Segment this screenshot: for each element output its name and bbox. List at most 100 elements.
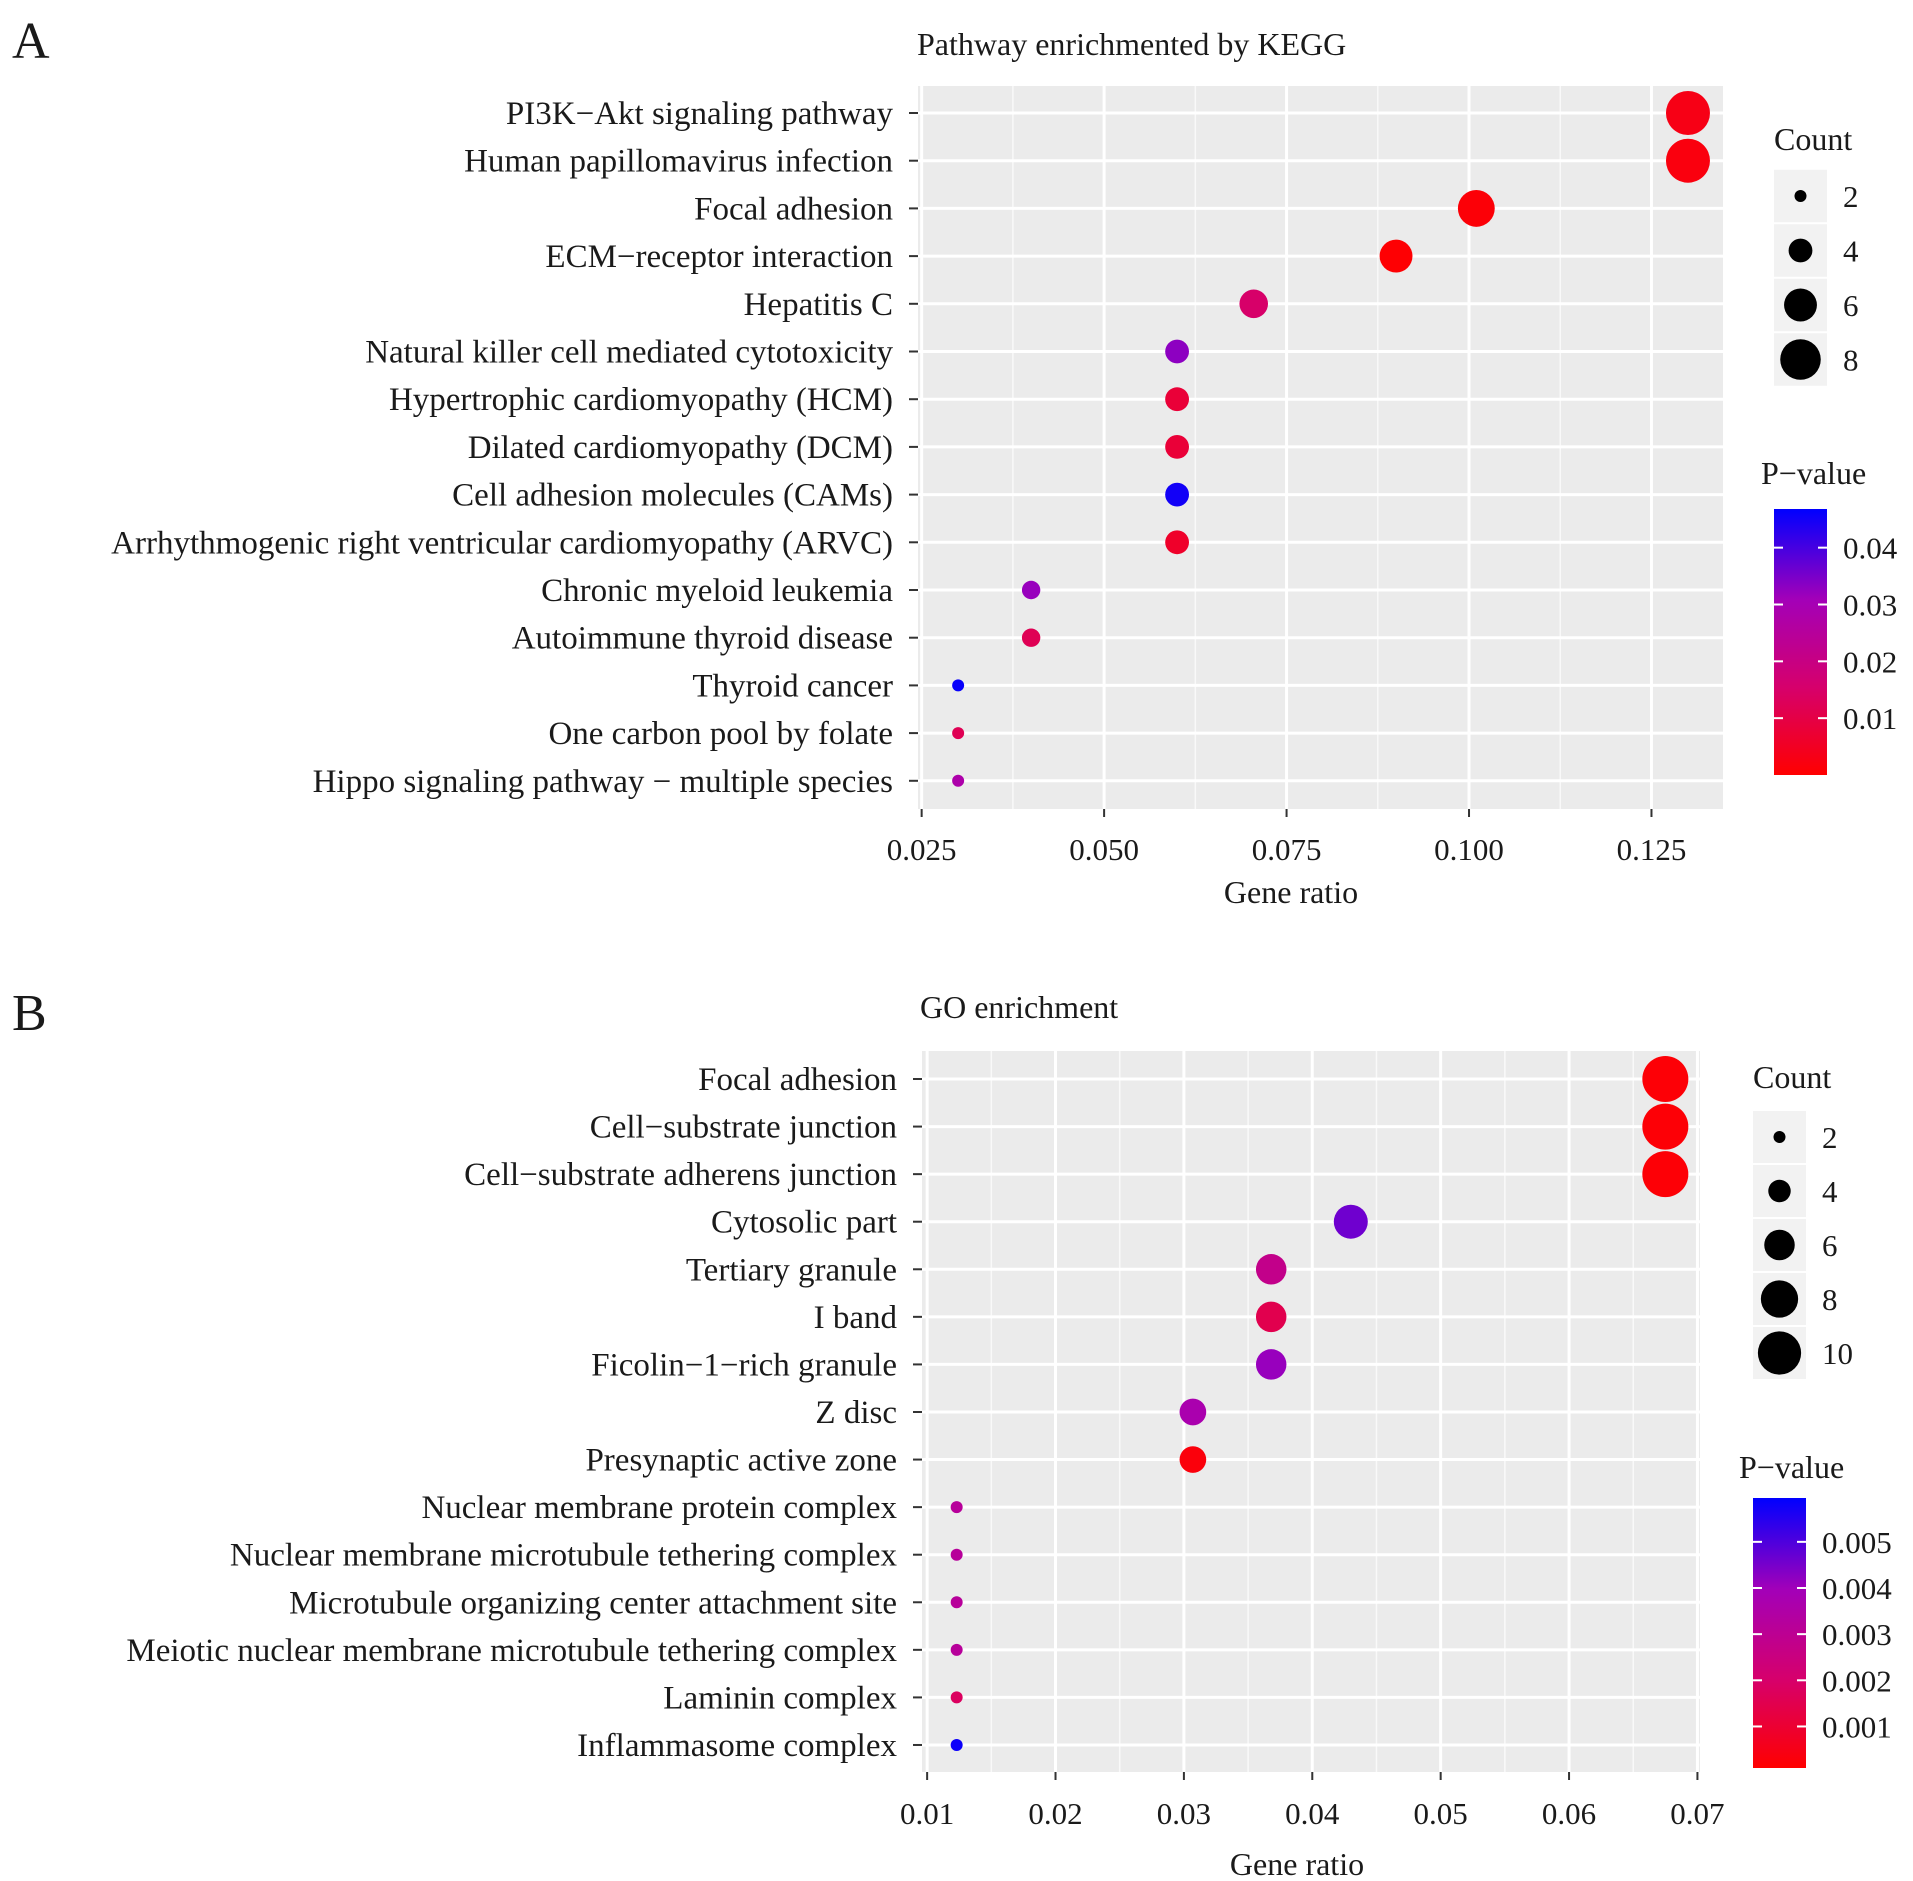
count-legend-label: 2 <box>1822 1120 1838 1155</box>
y-tick-label: Human papillomavirus infection <box>464 144 893 180</box>
x-tick-label: 0.100 <box>1434 832 1504 867</box>
pvalue-legend: P−value 0.04 0.03 0.02 0.01 <box>1761 455 1898 775</box>
count-legend-dot <box>1794 190 1807 202</box>
y-tick-label: I band <box>814 1300 898 1336</box>
pvalue-legend-title: P−value <box>1739 1449 1844 1485</box>
data-point <box>950 1596 963 1609</box>
data-point <box>1665 138 1710 183</box>
x-axis-label: Gene ratio <box>1230 1846 1364 1881</box>
data-point <box>950 1501 963 1514</box>
data-point <box>1165 530 1189 555</box>
pvalue-legend-label: 0.02 <box>1843 644 1897 679</box>
pvalue-legend-label: 0.001 <box>1822 1709 1892 1744</box>
x-tick-label: 0.06 <box>1542 1796 1596 1831</box>
pvalue-legend-label: 0.03 <box>1843 587 1897 622</box>
count-legend-label: 4 <box>1843 234 1859 269</box>
count-legend-dot <box>1760 1280 1799 1318</box>
y-tick-label: Thyroid cancer <box>692 668 893 704</box>
pvalue-legend-label: 0.003 <box>1822 1617 1892 1652</box>
count-legend-label: 6 <box>1822 1228 1838 1263</box>
data-point <box>1021 580 1041 600</box>
count-legend-label: 4 <box>1822 1174 1838 1209</box>
y-tick-label: Arrhythmogenic right ventricular cardiom… <box>111 525 893 561</box>
count-legend-dot <box>1773 1131 1786 1143</box>
data-point <box>1165 482 1189 507</box>
data-point <box>950 1643 963 1656</box>
pvalue-legend-label: 0.004 <box>1822 1571 1892 1606</box>
data-point <box>952 679 965 692</box>
panel-letter: B <box>12 985 47 1042</box>
data-point <box>1239 289 1269 319</box>
data-point <box>950 1738 963 1751</box>
data-point <box>1179 1398 1207 1426</box>
y-tick-label: Cell−substrate junction <box>590 1110 897 1146</box>
data-point <box>950 1691 963 1704</box>
pvalue-legend-title: P−value <box>1761 455 1866 491</box>
pvalue-legend-label: 0.01 <box>1843 701 1897 736</box>
data-point <box>1642 1103 1689 1150</box>
y-tick-label: Focal adhesion <box>694 191 893 227</box>
pvalue-colorbar <box>1753 1498 1806 1768</box>
count-legend-label: 10 <box>1822 1336 1853 1371</box>
data-point <box>1642 1056 1689 1102</box>
chart-panel-b: B GO enrichment 0.01 0.02 0.03 0.04 0.05 0.06 0.… <box>12 985 1892 1881</box>
y-tick-label: ECM−receptor interaction <box>545 239 893 275</box>
x-tick-label: 0.04 <box>1285 1796 1340 1831</box>
y-tick-label: Presynaptic active zone <box>585 1443 897 1479</box>
x-axis-label: Gene ratio <box>1224 874 1358 910</box>
chart-title: GO enrichment <box>920 989 1118 1025</box>
pvalue-legend-label: 0.005 <box>1822 1525 1892 1560</box>
data-point <box>1255 1349 1287 1380</box>
data-point <box>1642 1151 1689 1198</box>
data-point <box>1255 1301 1287 1333</box>
y-tick-label: Z disc <box>815 1395 897 1431</box>
y-tick-label: Focal adhesion <box>698 1062 897 1098</box>
data-point <box>1379 239 1413 273</box>
count-legend-title: Count <box>1774 121 1852 157</box>
count-legend-title: Count <box>1753 1059 1831 1095</box>
panel-letter: A <box>12 13 50 70</box>
y-tick-label: Hepatitis C <box>744 287 893 323</box>
y-tick-label: Tertiary granule <box>686 1252 897 1288</box>
data-point <box>1255 1254 1287 1285</box>
y-tick-label: Nuclear membrane microtubule tethering c… <box>230 1538 898 1574</box>
data-point <box>952 727 965 740</box>
count-legend-dot <box>1764 1229 1795 1261</box>
x-tick-label: 0.075 <box>1252 832 1322 867</box>
count-legend-label: 6 <box>1843 288 1859 323</box>
data-point <box>1457 189 1495 227</box>
y-tick-label: Inflammasome complex <box>577 1728 897 1764</box>
pvalue-colorbar <box>1774 509 1827 775</box>
count-legend-dot <box>1784 288 1817 322</box>
x-tick-label: 0.02 <box>1028 1796 1082 1831</box>
y-tick-label: PI3K−Akt signaling pathway <box>506 96 894 132</box>
data-point <box>1165 339 1189 364</box>
count-legend-dot <box>1768 1179 1791 1203</box>
y-tick-label: Cell−substrate adherens junction <box>464 1157 897 1193</box>
pvalue-legend: P−value 0.005 0.004 0.003 0.002 0.001 <box>1739 1449 1892 1768</box>
y-tick-label: Laminin complex <box>663 1680 897 1716</box>
count-legend-dot <box>1780 339 1821 380</box>
data-point <box>1179 1446 1207 1473</box>
data-point <box>1021 628 1041 647</box>
y-tick-label: Meiotic nuclear membrane microtubule tet… <box>126 1633 897 1669</box>
count-legend-dot <box>1788 238 1813 263</box>
y-tick-label: Hypertrophic cardiomyopathy (HCM) <box>389 382 893 418</box>
x-tick-label: 0.125 <box>1617 832 1687 867</box>
count-legend: Count 2 4 6 8 10 <box>1753 1059 1853 1379</box>
y-tick-label: Ficolin−1−rich granule <box>591 1347 897 1383</box>
data-point <box>1165 434 1189 459</box>
x-tick-label: 0.07 <box>1670 1796 1724 1831</box>
y-tick-label: Microtubule organizing center attachment… <box>289 1585 897 1621</box>
y-tick-label: Dilated cardiomyopathy (DCM) <box>468 430 893 466</box>
x-tick-label: 0.05 <box>1414 1796 1468 1831</box>
count-legend-dot <box>1757 1331 1802 1375</box>
y-tick-label: Cytosolic part <box>711 1205 897 1241</box>
y-tick-label: Cell adhesion molecules (CAMs) <box>452 478 893 514</box>
chart-title: Pathway enrichmented by KEGG <box>917 26 1346 62</box>
data-point <box>1333 1204 1368 1239</box>
x-tick-label: 0.050 <box>1069 832 1139 867</box>
data-point <box>952 774 965 787</box>
x-tick-label: 0.03 <box>1157 1796 1211 1831</box>
